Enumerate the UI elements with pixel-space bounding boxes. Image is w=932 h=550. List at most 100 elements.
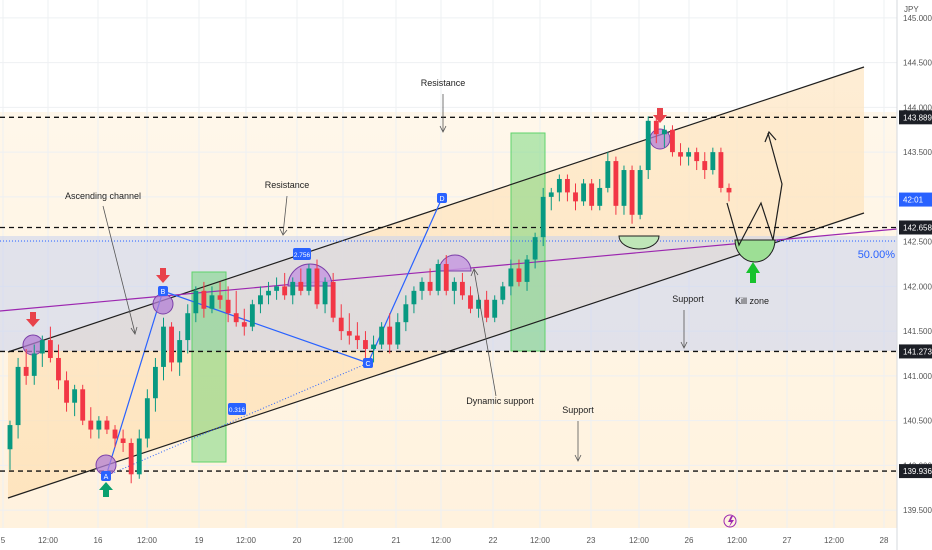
y-tick-label: 142.000 — [903, 282, 932, 291]
x-tick-label: 26 — [685, 536, 694, 545]
x-tick-label: 20 — [293, 536, 302, 545]
pattern-abcd-line — [105, 197, 443, 477]
candle-body — [468, 295, 473, 309]
lightning-icon[interactable] — [723, 514, 737, 528]
green-arrow-kill-zone — [746, 262, 760, 283]
candle — [403, 295, 409, 332]
candle — [427, 268, 433, 296]
resistance-level-tag — [899, 110, 932, 125]
candle-body — [209, 295, 215, 309]
x-tick-label: 12:00 — [333, 536, 354, 545]
candle — [371, 335, 376, 363]
candle — [702, 152, 708, 179]
candle-body — [629, 170, 635, 215]
green-box-2 — [510, 132, 546, 352]
candle-body — [249, 304, 255, 327]
candle-body — [104, 420, 110, 430]
candle — [500, 281, 506, 305]
candle — [637, 165, 643, 220]
y-tick-label: 141.500 — [903, 327, 932, 336]
candle-body — [306, 268, 312, 291]
point-a-label: A — [104, 474, 109, 481]
candle-body — [516, 268, 522, 282]
forecast-path — [726, 132, 783, 247]
y-tick-label: 144.500 — [903, 59, 932, 68]
candle — [379, 322, 385, 350]
candle-body — [581, 183, 587, 202]
candle — [395, 313, 401, 350]
candle-body — [565, 178, 570, 193]
candle-body — [39, 340, 45, 354]
highlight-circle-b — [152, 293, 174, 315]
candle — [710, 147, 716, 175]
candle-body — [387, 326, 393, 345]
candle-body — [661, 129, 667, 135]
candle-body — [354, 335, 360, 341]
red-arrow-b — [156, 268, 170, 283]
fib-level-label: 50.00% — [858, 249, 896, 261]
candle — [266, 281, 271, 305]
candle-body — [524, 259, 530, 282]
candle-body — [217, 295, 223, 300]
candle-body — [120, 438, 126, 443]
candle-body — [613, 161, 619, 206]
red-arrow-left — [26, 312, 40, 327]
candle — [686, 147, 692, 166]
candle — [443, 255, 449, 296]
candle — [7, 420, 13, 470]
candle — [314, 259, 320, 309]
candle — [435, 259, 441, 296]
candle — [177, 331, 183, 376]
current-level-tag — [899, 220, 932, 235]
candle — [225, 286, 231, 323]
candle-body — [7, 425, 13, 450]
candle — [354, 322, 360, 350]
point-b-badge — [158, 286, 168, 296]
candle-body — [31, 353, 37, 376]
y-tick-label: 144.000 — [903, 103, 932, 112]
pattern-ac-dotted — [105, 362, 369, 477]
candle-body — [678, 152, 683, 157]
current-price-tag — [899, 192, 932, 207]
candle-body — [233, 313, 239, 323]
candle — [290, 277, 296, 305]
y-tick-label: 141.000 — [903, 372, 932, 381]
y-tick-label: 145.000 — [903, 14, 932, 23]
candle — [419, 277, 425, 300]
candle-body — [136, 438, 142, 475]
candle — [201, 281, 207, 318]
candle — [282, 272, 288, 300]
candle-body — [64, 380, 69, 403]
candles-layer — [7, 116, 732, 484]
candle-body — [144, 398, 150, 439]
pointer-resistance-mid-head — [279, 228, 288, 236]
current-price-tag-label: 42:01 — [903, 196, 924, 205]
candle-body — [395, 322, 401, 345]
pointer-dynamic-support — [473, 269, 497, 397]
candle — [152, 357, 158, 412]
candle-body — [371, 344, 376, 350]
candle — [411, 286, 417, 314]
annotations-layer: Resistance Resistance Ascending channel Sup… — [65, 78, 769, 415]
x-tick-label: 23 — [587, 536, 596, 545]
candle — [306, 264, 312, 296]
point-d-label: D — [439, 196, 444, 203]
candle — [217, 281, 223, 309]
candle-body — [411, 290, 417, 305]
candle — [565, 174, 570, 202]
candle — [621, 165, 627, 215]
candle-body — [540, 196, 546, 238]
channel-upper-line — [7, 66, 865, 353]
candle-body — [710, 152, 716, 171]
point-b-label: B — [161, 289, 166, 296]
x-tick-label: 21 — [392, 536, 401, 545]
candle-body — [72, 389, 78, 403]
candle-body — [419, 281, 425, 291]
candle — [23, 349, 29, 385]
candle — [96, 416, 102, 439]
candle — [459, 272, 465, 300]
pointer-ascending-channel-head — [130, 326, 138, 335]
candle-body — [508, 268, 514, 287]
candle — [112, 425, 118, 448]
candle — [161, 317, 166, 381]
